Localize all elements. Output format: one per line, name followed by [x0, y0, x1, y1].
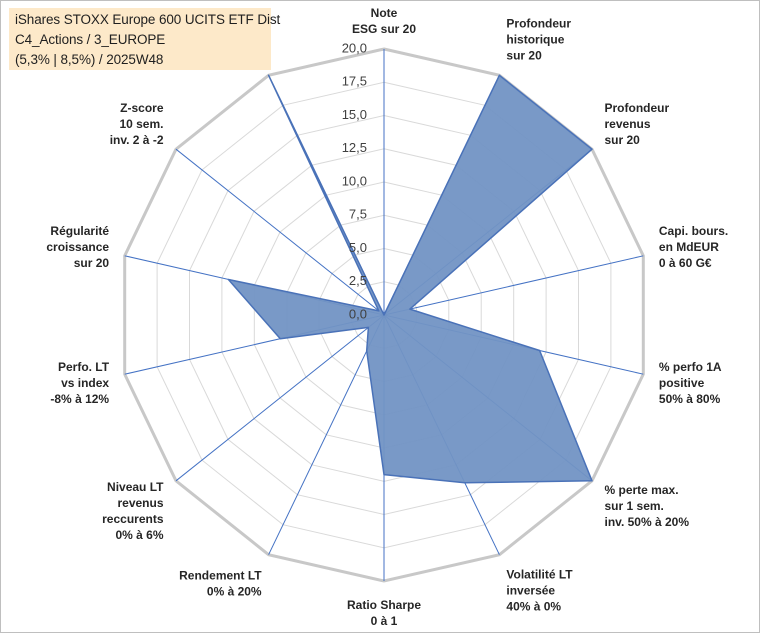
axis-label-12: Régularité croissance sur 20: [46, 224, 109, 270]
axis-label-10-line-2: revenus: [117, 496, 163, 510]
axis-label-8: Ratio Sharpe 0 à 1: [347, 598, 421, 628]
axis-label-8-line-1: Ratio Sharpe: [347, 598, 421, 612]
axis-label-3: Profondeur revenus sur 20: [605, 101, 670, 147]
axis-label-1: Note ESG sur 20: [352, 6, 416, 36]
axis-label-6-line-3: inv. 50% à 20%: [605, 515, 690, 529]
tick-label-5: 12,5: [342, 140, 367, 155]
axis-label-10: Niveau LT revenus reccurents 0% à 6%: [102, 480, 164, 542]
axis-label-13-line-2: 10 sem.: [119, 117, 163, 131]
axis-label-13: Z-score 10 sem. inv. 2 à -2: [110, 101, 164, 147]
axis-label-13-line-3: inv. 2 à -2: [110, 133, 164, 147]
tick-label-7: 17,5: [342, 74, 367, 89]
axis-label-3-line-2: revenus: [605, 117, 651, 131]
axis-label-3-line-1: Profondeur: [605, 101, 670, 115]
axis-label-4-line-3: 0 à 60 G€: [659, 256, 712, 270]
axis-label-8-line-2: 0 à 1: [371, 614, 398, 628]
axis-label-1-line-2: ESG sur 20: [352, 22, 416, 36]
axis-label-5-line-3: 50% à 80%: [659, 392, 721, 406]
title-line-3: (5,3% | 8,5%) / 2025W48: [15, 52, 164, 67]
axis-label-11-line-3: -8% à 12%: [50, 392, 109, 406]
axis-label-9-line-2: 0% à 20%: [207, 585, 262, 599]
axis-label-7-line-1: Volatilité LT: [506, 568, 573, 582]
axis-label-5-line-1: % perfo 1A: [659, 360, 722, 374]
radial-tick-labels: 0,0 2,5 5,0 7,5 10,0 12,5 15,0 17,5 20,0: [342, 40, 367, 321]
tick-label-0: 0,0: [349, 306, 367, 321]
axis-label-2-line-1: Profondeur: [506, 16, 571, 30]
spoke-4: [383, 255, 644, 316]
axis-label-11-line-1: Perfo. LT: [58, 360, 110, 374]
axis-label-6-line-2: sur 1 sem.: [605, 499, 664, 513]
axis-label-7-line-3: 40% à 0%: [506, 600, 561, 614]
axis-label-1-line-1: Note: [371, 6, 398, 20]
axis-label-13-line-1: Z-score: [120, 101, 164, 115]
axis-label-3-line-3: sur 20: [605, 133, 641, 147]
tick-label-2: 5,0: [349, 240, 367, 255]
axis-label-9-line-1: Rendement LT: [179, 569, 262, 583]
axis-label-2-line-2: historique: [506, 32, 564, 46]
spoke-10: [175, 314, 385, 482]
spoke-9: [268, 314, 385, 555]
axis-label-12-line-3: sur 20: [74, 256, 110, 270]
axis-label-12-line-1: Régularité: [50, 224, 109, 238]
axis-label-4-line-2: en MdEUR: [659, 240, 719, 254]
tick-label-8: 20,0: [342, 40, 367, 55]
axis-label-4: Capi. bours. en MdEUR 0 à 60 G€: [659, 224, 728, 270]
axis-label-10-line-1: Niveau LT: [107, 480, 164, 494]
axis-label-4-line-1: Capi. bours.: [659, 224, 728, 238]
axis-label-6-line-1: % perte max.: [605, 483, 679, 497]
tick-label-6: 15,0: [342, 107, 367, 122]
tick-label-4: 10,0: [342, 173, 367, 188]
axis-label-2-line-3: sur 20: [506, 48, 542, 62]
axis-label-11-line-2: vs index: [61, 376, 109, 390]
axis-label-5-line-2: positive: [659, 376, 705, 390]
tick-label-3: 7,5: [349, 207, 367, 222]
series-area: [227, 74, 593, 484]
title-box: iShares STOXX Europe 600 UCITS ETF Dist …: [9, 8, 280, 70]
title-line-2: C4_Actions / 3_EUROPE: [15, 32, 166, 47]
title-line-1: iShares STOXX Europe 600 UCITS ETF Dist: [15, 12, 281, 27]
axis-label-11: Perfo. LT vs index -8% à 12%: [50, 360, 109, 406]
axis-label-10-line-4: 0% à 6%: [115, 528, 163, 542]
axis-label-5: % perfo 1A positive 50% à 80%: [659, 360, 722, 406]
axis-labels: Note ESG sur 20 Profondeur historique sur 20…: [46, 6, 728, 628]
axis-label-7: Volatilité LT inversée 40% à 0%: [506, 568, 573, 614]
spoke-13: [175, 148, 385, 316]
tick-label-1: 2,5: [349, 273, 367, 288]
axis-label-9: Rendement LT 0% à 20%: [179, 569, 262, 599]
axis-label-6: % perte max. sur 1 sem. inv. 50% à 20%: [605, 483, 690, 529]
axis-label-2: Profondeur historique sur 20: [506, 16, 571, 62]
radar-series: [227, 74, 593, 484]
axis-label-12-line-2: croissance: [46, 240, 109, 254]
axis-label-7-line-2: inversée: [506, 584, 555, 598]
axis-label-10-line-3: reccurents: [102, 512, 164, 526]
